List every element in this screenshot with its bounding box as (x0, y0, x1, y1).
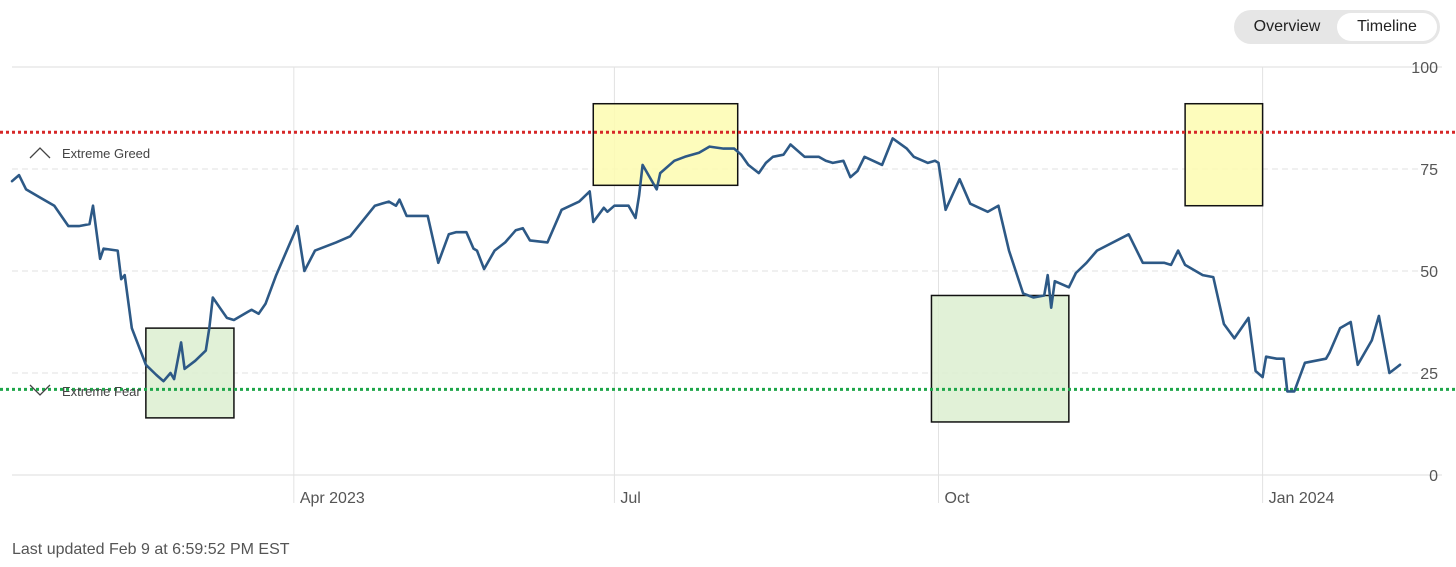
extreme-fear-highlight (930, 294, 1070, 423)
x-tick-label: Jan 2024 (1269, 490, 1335, 507)
extreme-fear-icon (29, 384, 51, 396)
y-tick-label: 0 (1429, 468, 1438, 485)
y-tick-label: 50 (1420, 264, 1438, 281)
y-tick-label: 25 (1420, 366, 1438, 383)
view-toggle: Overview Timeline (1234, 10, 1440, 44)
series-line (10, 137, 1402, 393)
x-tick-label: Apr 2023 (300, 490, 365, 507)
last-updated-text: Last updated Feb 9 at 6:59:52 PM EST (12, 541, 290, 558)
timeline-tab[interactable]: Timeline (1337, 13, 1437, 41)
x-tick-label: Jul (620, 490, 640, 507)
extreme-greed-label: Extreme Greed (62, 146, 150, 161)
overview-tab[interactable]: Overview (1253, 18, 1321, 35)
axis-labels: 0 25 50 75 100 Apr 2023 Jul Oct Jan 2024 (300, 60, 1438, 507)
extreme-greed-icon (29, 147, 51, 159)
y-tick-label: 75 (1420, 162, 1438, 179)
extreme-greed-highlight (592, 102, 739, 187)
extreme-greed-highlight (1184, 102, 1264, 207)
x-tick-label: Oct (945, 490, 970, 507)
y-tick-label: 100 (1411, 60, 1438, 77)
annotations: Extreme Greed Extreme Fear (29, 146, 150, 399)
highlight-regions (145, 102, 1264, 423)
extreme-fear-label: Extreme Fear (62, 384, 141, 399)
reference-lines (0, 130, 1456, 391)
extreme-fear-highlight (145, 327, 235, 419)
fear-greed-timeline-chart: Extreme Greed Extreme Fear 0 25 50 75 100 Apr… (0, 60, 1456, 507)
series-line-group (10, 137, 1402, 393)
